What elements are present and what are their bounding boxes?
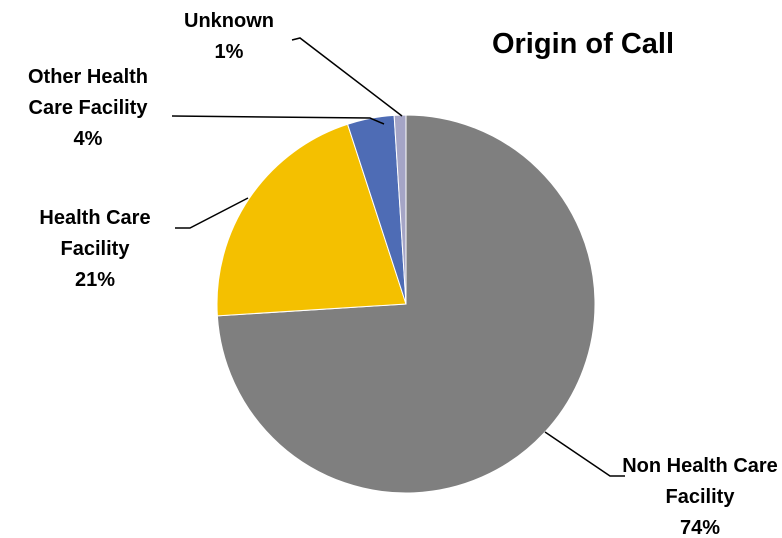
value-label: 74% [679, 517, 721, 538]
pie-slice [216, 123, 407, 317]
slice-label: Non Health Care Facility 74% [620, 451, 780, 538]
slice-label: Other Health Care Facility 4% [8, 62, 168, 155]
slice-label: Unknown 1% [164, 6, 294, 68]
category-label: Unknown [184, 10, 274, 32]
leader-line [544, 431, 625, 477]
value-label: 1% [214, 41, 244, 63]
leader-line [175, 197, 249, 229]
chart-title: Origin of Call [491, 28, 675, 60]
category-label: Other Health Care Facility [27, 66, 149, 119]
value-label: 4% [73, 128, 103, 150]
slice-label: Health Care Facility 21% [25, 203, 165, 296]
leader-line [171, 115, 385, 125]
slices [216, 114, 596, 494]
category-label: Health Care Facility [39, 207, 151, 260]
category-label: Non Health Care Facility [622, 455, 778, 508]
leader-line [291, 37, 403, 117]
value-label: 21% [74, 269, 116, 291]
